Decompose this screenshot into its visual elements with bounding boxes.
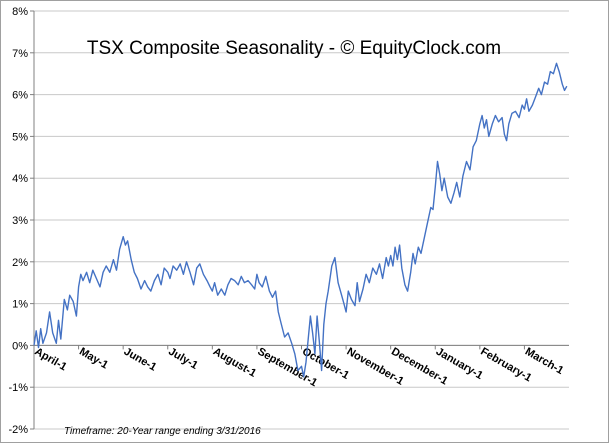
x-tick-label: April-1 bbox=[33, 346, 69, 374]
y-tick-label: 8% bbox=[12, 6, 28, 18]
y-tick-label: 7% bbox=[12, 48, 28, 60]
x-tick-labels: April-1 May-1 June-1 July-1 August-1Septembe… bbox=[33, 346, 566, 390]
timeframe-footnote: Timeframe: 20-Year range ending 3/31/201… bbox=[64, 426, 261, 437]
series-group bbox=[33, 62, 568, 378]
chart-title: TSX Composite Seasonality - © EquityCloc… bbox=[87, 38, 501, 59]
y-tick-label: 1% bbox=[12, 299, 28, 311]
series-line bbox=[33, 62, 568, 378]
y-tick-label: 6% bbox=[12, 90, 28, 102]
y-tick-label: 5% bbox=[12, 131, 28, 143]
y-tick-label: -2% bbox=[8, 424, 28, 436]
y-tick-label: 2% bbox=[12, 257, 28, 269]
y-tick-label: 3% bbox=[12, 215, 28, 227]
y-tick-label: -1% bbox=[8, 382, 28, 394]
x-tick-label: June-1 bbox=[122, 346, 159, 374]
axes bbox=[30, 10, 569, 430]
y-tick-label: 0% bbox=[12, 340, 28, 352]
x-tick-label: May-1 bbox=[77, 346, 110, 372]
x-tick-label: July-1 bbox=[166, 346, 200, 372]
x-tick-label: August-1 bbox=[211, 346, 258, 380]
y-tick-labels: -2% -1% 0% 1% 2% 3% 4% 5% 6% 7% 8% bbox=[8, 6, 28, 436]
y-tick-label: 4% bbox=[12, 173, 28, 185]
